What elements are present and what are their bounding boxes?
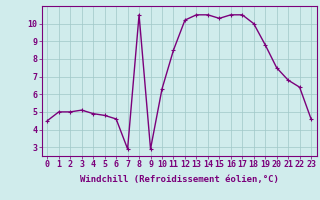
X-axis label: Windchill (Refroidissement éolien,°C): Windchill (Refroidissement éolien,°C) (80, 175, 279, 184)
